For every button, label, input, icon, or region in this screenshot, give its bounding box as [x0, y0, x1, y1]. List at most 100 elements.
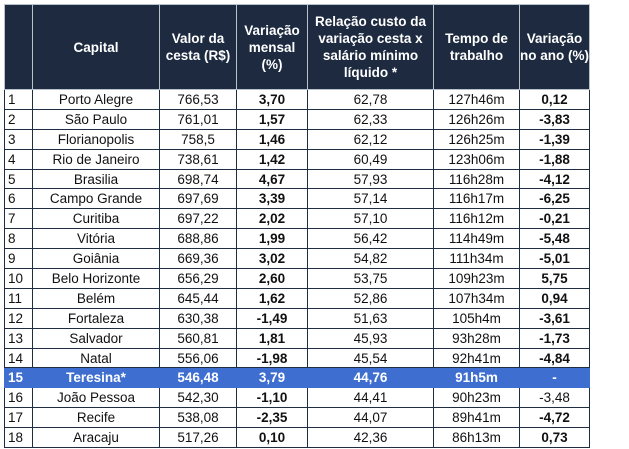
cell-tempo: 123h06m — [433, 148, 520, 170]
cell-relacao: 44,41 — [307, 387, 434, 409]
table-row: 10 Belo Horizonte 656,29 2,60 53,75 109h23m 5,… — [4, 268, 590, 289]
cell-index: 4 — [4, 148, 33, 170]
cell-tempo: 114h49m — [433, 228, 520, 250]
cell-relacao: 44,76 — [307, 367, 434, 389]
cell-index: 3 — [4, 128, 33, 150]
cell-valor: 630,38 — [159, 307, 237, 329]
cell-capital: Rio de Janeiro — [32, 148, 160, 170]
cell-variacao-mensal: 1,57 — [236, 108, 308, 130]
table-body: 1 Porto Alegre 766,53 3,70 62,78 127h46m 0,12 2… — [4, 89, 590, 449]
cell-capital: Florianopolis — [32, 128, 160, 150]
table-row: 16 João Pessoa 542,30 -1,10 44,41 90h23m -3,48 — [4, 387, 590, 409]
cell-variacao-ano: -5,01 — [519, 248, 590, 270]
cell-relacao: 57,14 — [307, 188, 434, 210]
cell-relacao: 44,07 — [307, 407, 434, 429]
cell-index: 6 — [4, 188, 33, 210]
cell-variacao-ano: - — [519, 367, 590, 389]
cell-relacao: 52,86 — [307, 287, 434, 309]
table-row: 11 Belém 645,44 1,62 52,86 107h34m 0,94 — [4, 287, 590, 309]
table-row: 17 Recife 538,08 -2,35 44,07 89h41m -4,72 — [4, 407, 590, 429]
cell-relacao: 57,10 — [307, 208, 434, 230]
cell-variacao-ano: 0,12 — [519, 89, 590, 110]
cell-valor: 546,48 — [159, 367, 237, 389]
cell-variacao-ano: -5,48 — [519, 228, 590, 250]
cell-variacao-ano: -6,25 — [519, 188, 590, 210]
cell-relacao: 51,63 — [307, 307, 434, 329]
cell-capital: São Paulo — [32, 108, 160, 130]
header-variacao-mensal: Variação mensal (%) — [236, 4, 308, 90]
table-row: 4 Rio de Janeiro 738,61 1,42 60,49 123h06m -1,… — [4, 148, 590, 170]
table-row: 9 Goiânia 669,36 3,02 54,82 111h34m -5,01 — [4, 248, 590, 270]
cell-variacao-mensal: -1,49 — [236, 307, 308, 329]
cell-variacao-mensal: 0,10 — [236, 427, 308, 449]
cell-valor: 758,5 — [159, 128, 237, 150]
header-valor: Valor da cesta (R$) — [159, 4, 237, 90]
cell-relacao: 56,42 — [307, 228, 434, 250]
cell-variacao-mensal: 3,79 — [236, 367, 308, 389]
cell-relacao: 62,12 — [307, 128, 434, 150]
cell-tempo: 111h34m — [433, 248, 520, 270]
cell-capital: Teresina* — [32, 367, 160, 389]
table-row: 15 Teresina* 546,48 3,79 44,76 91h5m - — [4, 367, 590, 389]
cell-relacao: 45,54 — [307, 347, 434, 369]
header-tempo: Tempo de trabalho — [433, 4, 520, 90]
cell-variacao-ano: 0,73 — [519, 427, 590, 449]
cell-valor: 542,30 — [159, 387, 237, 409]
cell-variacao-mensal: 3,70 — [236, 89, 308, 110]
cell-valor: 538,08 — [159, 407, 237, 429]
cell-valor: 761,01 — [159, 108, 237, 130]
cell-variacao-mensal: 2,02 — [236, 208, 308, 230]
cell-index: 10 — [4, 268, 33, 289]
cell-tempo: 92h41m — [433, 347, 520, 369]
cell-relacao: 54,82 — [307, 248, 434, 270]
cell-variacao-mensal: 4,67 — [236, 168, 308, 190]
cell-variacao-mensal: 1,81 — [236, 327, 308, 349]
cell-variacao-mensal: 1,99 — [236, 228, 308, 250]
cell-capital: Brasilia — [32, 168, 160, 190]
cell-valor: 669,36 — [159, 248, 237, 270]
cesta-basica-table: Capital Valor da cesta (R$) Variação men… — [4, 4, 590, 449]
cell-variacao-ano: -0,21 — [519, 208, 590, 230]
cell-tempo: 116h12m — [433, 208, 520, 230]
cell-capital: Vitória — [32, 228, 160, 250]
table-row: 7 Curitiba 697,22 2,02 57,10 116h12m -0,21 — [4, 208, 590, 230]
cell-relacao: 45,93 — [307, 327, 434, 349]
cell-capital: Fortaleza — [32, 307, 160, 329]
header-capital: Capital — [32, 4, 160, 90]
cell-tempo: 127h46m — [433, 89, 520, 110]
cell-tempo: 109h23m — [433, 268, 520, 289]
cell-tempo: 90h23m — [433, 387, 520, 409]
cell-index: 17 — [4, 407, 33, 429]
cell-capital: Belém — [32, 287, 160, 309]
cell-capital: Recife — [32, 407, 160, 429]
cell-valor: 688,86 — [159, 228, 237, 250]
cell-tempo: 116h17m — [433, 188, 520, 210]
cell-capital: Salvador — [32, 327, 160, 349]
table-row: 13 Salvador 560,81 1,81 45,93 93h28m -1,73 — [4, 327, 590, 349]
cell-index: 7 — [4, 208, 33, 230]
cell-valor: 738,61 — [159, 148, 237, 170]
cell-capital: Natal — [32, 347, 160, 369]
cell-relacao: 62,78 — [307, 89, 434, 110]
cell-variacao-ano: -3,83 — [519, 108, 590, 130]
cell-index: 1 — [4, 89, 33, 110]
table-row: 2 São Paulo 761,01 1,57 62,33 126h26m -3,83 — [4, 108, 590, 130]
cell-capital: Porto Alegre — [32, 89, 160, 110]
cell-index: 18 — [4, 427, 33, 449]
cell-variacao-ano: -4,84 — [519, 347, 590, 369]
cell-variacao-ano: -1,73 — [519, 327, 590, 349]
header-row: Capital Valor da cesta (R$) Variação men… — [4, 4, 590, 90]
cell-variacao-ano: -4,72 — [519, 407, 590, 429]
cell-relacao: 53,75 — [307, 268, 434, 289]
table-row: 14 Natal 556,06 -1,98 45,54 92h41m -4,84 — [4, 347, 590, 369]
cell-variacao-ano: 5,75 — [519, 268, 590, 289]
header-relacao: Relação custo da variação cesta x salári… — [307, 4, 434, 90]
cell-valor: 656,29 — [159, 268, 237, 289]
cell-variacao-mensal: -2,35 — [236, 407, 308, 429]
cell-capital: Aracaju — [32, 427, 160, 449]
cell-variacao-mensal: -1,10 — [236, 387, 308, 409]
cell-capital: Curitiba — [32, 208, 160, 230]
cell-index: 8 — [4, 228, 33, 250]
cell-valor: 560,81 — [159, 327, 237, 349]
cell-capital: Campo Grande — [32, 188, 160, 210]
